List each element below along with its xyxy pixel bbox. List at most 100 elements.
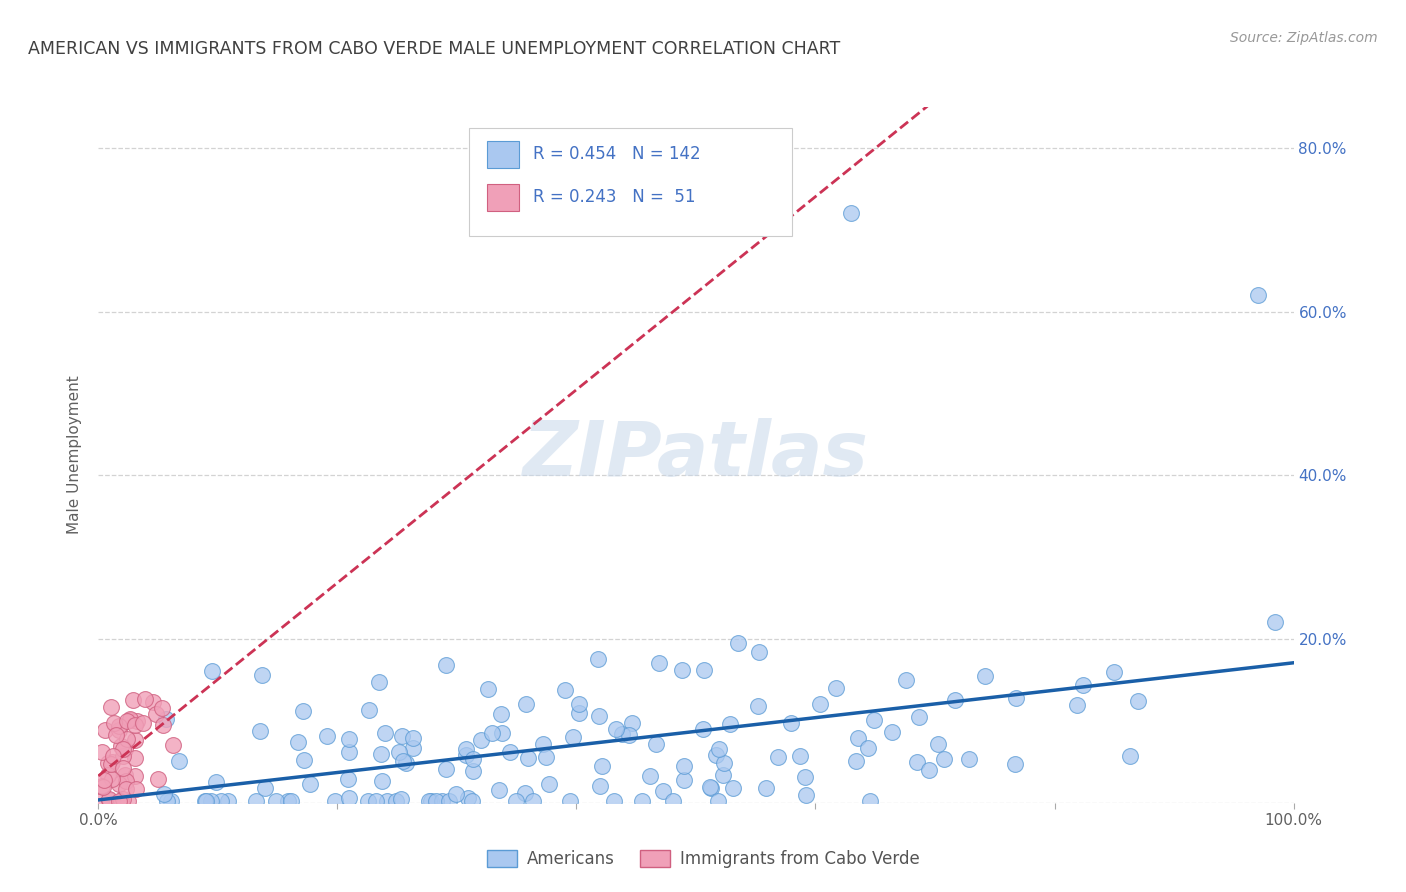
Point [589,779,612,793]
Point [880,725,903,739]
Point [391,730,413,744]
Point [515,698,537,712]
Point [766,750,789,764]
Point [118,712,141,726]
Point [402,731,425,745]
Point [114,773,136,788]
Point [661,794,683,808]
Point [748,645,770,659]
Point [560,794,582,808]
Point [974,668,997,682]
Point [721,780,744,795]
Point [117,731,139,746]
Point [522,794,544,808]
Point [280,794,302,808]
Point [252,667,274,681]
Point [516,751,538,765]
Point [1119,749,1142,764]
Point [160,794,183,808]
Point [111,792,134,806]
Point [621,715,644,730]
Point [385,794,408,808]
Point [156,794,179,808]
Point [121,693,143,707]
Point [463,752,485,766]
Point [418,794,440,808]
Point [456,748,478,763]
Point [794,788,817,802]
Point [162,738,184,752]
Point [603,794,626,808]
Point [115,714,138,728]
Bar [486,185,519,211]
Point [605,722,627,736]
Point [477,681,499,696]
Point [432,794,454,808]
Point [392,755,415,769]
Point [91,745,114,759]
Point [97,768,120,782]
Point [316,730,339,744]
Point [610,726,633,740]
Point [201,664,224,678]
Point [108,723,131,737]
Point [461,794,484,808]
Point [630,794,652,808]
Point [337,731,360,746]
Point [245,794,267,808]
Point [856,741,879,756]
Point [863,714,886,728]
Point [200,794,222,808]
Point [108,719,131,733]
Point [120,713,142,727]
Point [97,756,120,770]
Point [205,775,228,789]
Point [588,709,610,723]
Point [367,675,389,690]
Point [145,706,167,721]
Point [108,794,131,808]
Point [747,698,769,713]
Point [454,742,477,756]
Point [292,754,315,768]
Point [562,730,585,744]
Point [277,794,299,808]
Point [692,723,714,737]
Point [1126,694,1149,708]
Point [375,794,398,808]
Point [100,699,122,714]
Point [444,788,467,802]
Point [531,737,554,751]
Point [718,717,741,731]
Point [645,737,668,751]
Point [264,794,287,808]
Point [152,718,174,732]
Point [254,780,277,795]
Point [927,737,949,751]
Point [713,756,735,770]
Point [114,768,136,782]
Point [700,780,723,795]
Point [488,783,510,797]
Point [434,762,457,776]
Point [101,772,124,786]
Point [112,742,135,756]
Point [537,777,560,791]
Point [292,704,315,718]
Point [586,652,609,666]
Point [619,728,641,742]
Point [110,794,132,808]
Point [513,786,536,800]
Point [437,794,460,808]
Point [727,636,749,650]
Point [846,731,869,745]
Point [150,701,173,715]
Point [1004,757,1026,772]
Point [932,752,955,766]
Point [359,703,381,717]
Point [90,794,112,808]
Point [652,783,675,797]
Legend: Americans, Immigrants from Cabo Verde: Americans, Immigrants from Cabo Verde [479,843,927,875]
Point [672,772,695,787]
Text: R = 0.454   N = 142: R = 0.454 N = 142 [533,145,700,163]
